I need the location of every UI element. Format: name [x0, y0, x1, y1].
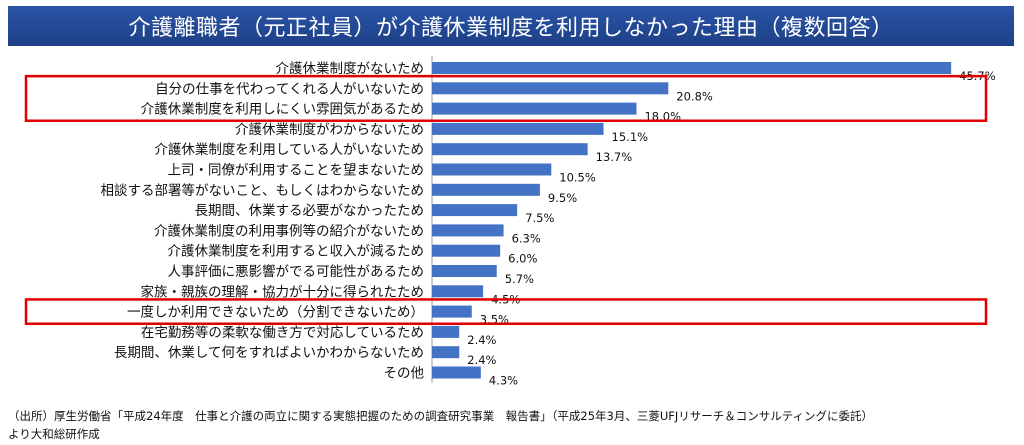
highlight-box: [24, 298, 988, 326]
category-label: 長期間、休業する必要がなかったため: [195, 203, 425, 219]
category-label: 上司・同僚が利用することを望まないため: [168, 163, 425, 179]
category-label: 介護休業制度を利用している人がいないため: [154, 142, 424, 158]
value-label: 4.3%: [489, 374, 518, 388]
category-label: 一度しか利用できないため（分割できないため）: [127, 304, 424, 321]
chart-title-bar: 介護離職者（元正社員）が介護休業制度を利用しなかった理由（複数回答）: [8, 6, 1014, 46]
value-label: 9.5%: [548, 191, 577, 205]
category-label: 介護休業制度を利用しにくい雰囲気があるため: [141, 102, 424, 118]
bar: [432, 265, 497, 277]
category-label: 相談する部署等がないこと、もしくはわからないため: [101, 182, 424, 199]
bar: [432, 122, 604, 135]
bar: [432, 62, 952, 74]
bar: [432, 244, 501, 257]
bar: [432, 163, 552, 176]
value-label: 6.3%: [512, 231, 541, 245]
value-label: 13.7%: [596, 150, 633, 164]
bar: [432, 102, 637, 115]
value-label: 2.4%: [467, 333, 496, 347]
bar: [432, 325, 460, 338]
category-label: 介護休業制度がわからないため: [235, 122, 424, 138]
category-label: 自分の仕事を代わってくれる人がいないため: [155, 81, 424, 97]
value-label: 10.5%: [559, 171, 596, 185]
bar: [432, 346, 460, 359]
bar: [432, 285, 484, 298]
category-label: 介護休業制度を利用すると収入が減るため: [168, 243, 425, 260]
category-label: 家族・親族の理解・協力が十分に得られたため: [141, 283, 425, 300]
category-label: 介護休業制度がないため: [276, 61, 425, 77]
category-label: 人事評価に悪影響がでる可能性があるため: [168, 263, 425, 280]
category-label: その他: [384, 366, 425, 382]
highlight-box: [24, 74, 988, 122]
bar: [432, 305, 472, 318]
value-label: 5.7%: [505, 272, 534, 286]
value-label: 2.4%: [467, 353, 496, 367]
category-label: 介護休業制度の利用事例等の紹介がないため: [154, 222, 424, 239]
bar: [432, 366, 481, 379]
value-label: 6.0%: [508, 252, 537, 266]
category-label: 在宅勤務等の柔軟な働き方で対応しているため: [141, 324, 424, 341]
source-note: （出所）厚生労働省「平成24年度 仕事と介護の両立に関する実態把握のための調査研…: [8, 409, 874, 423]
chart-title: 介護離職者（元正社員）が介護休業制度を利用しなかった理由（複数回答）: [128, 16, 894, 41]
bar: [432, 183, 540, 196]
value-label: 15.1%: [612, 130, 649, 144]
category-label: 長期間、休業して何をすればよいかわからないため: [114, 345, 424, 361]
bar: [432, 224, 504, 237]
source-note-continued: より大和総研作成: [8, 427, 100, 441]
value-label: 20.8%: [676, 89, 713, 103]
bar: [432, 82, 669, 95]
bar: [432, 143, 588, 156]
value-label: 7.5%: [525, 211, 554, 225]
bar: [432, 204, 518, 217]
